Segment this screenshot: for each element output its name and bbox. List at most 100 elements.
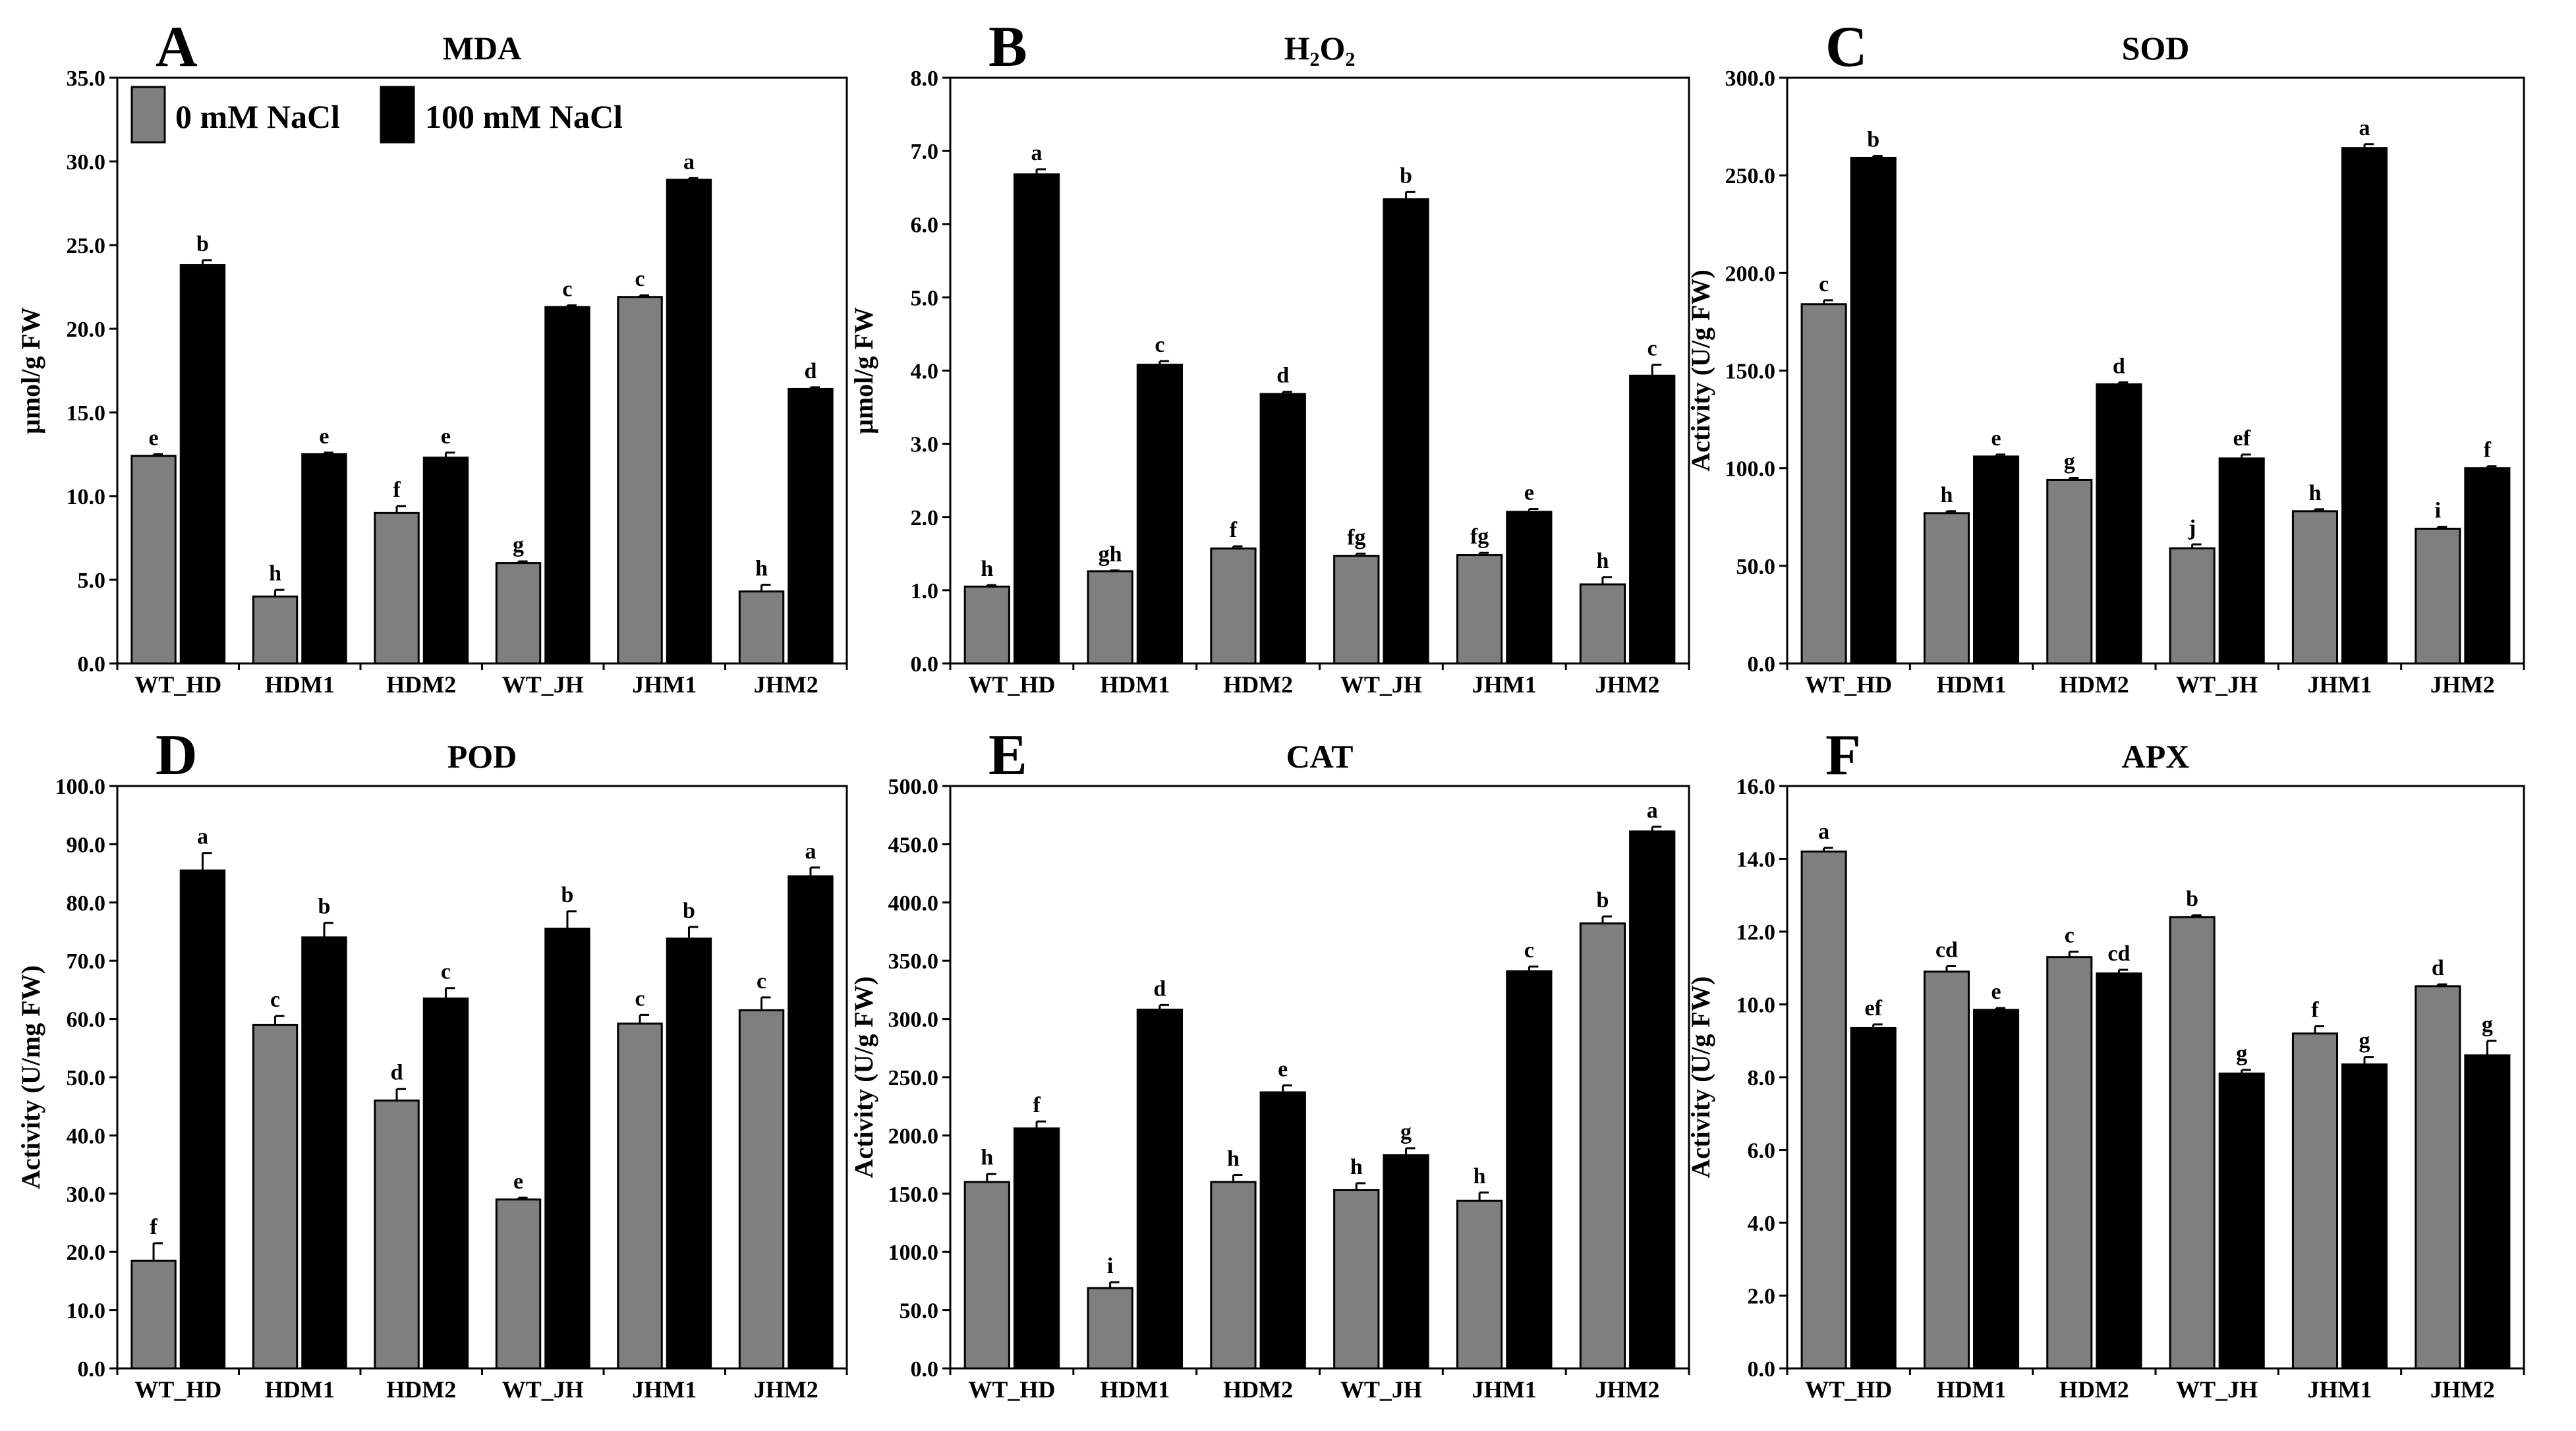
bar [2218,457,2265,665]
significance-label: c [1155,333,1164,357]
bar [130,1259,177,1370]
y-tick-label: 4.0 [1748,1212,1776,1236]
y-tick-label: 500.0 [888,775,939,799]
bar [787,875,834,1370]
panel-letter: F [1825,723,1861,787]
x-tick-label: HDM2 [2059,671,2129,698]
bar [374,511,420,665]
significance-label: e [1991,426,2001,451]
y-tick-label: 150.0 [1725,360,1776,384]
significance-label: h [269,561,281,586]
bar [1629,374,1676,665]
bar [2291,1032,2338,1370]
bar [1087,570,1133,665]
panel-letter: C [1825,15,1868,79]
panel-b: B H₂O₂ μmol/g FW 0.0 1.0 2.0 3.0 4.0 5.0 6.0 7.0 8.… [849,15,1690,698]
y-tick-label: 200.0 [1725,262,1776,286]
x-tick-label: JHM1 [2308,1376,2372,1403]
bar [1923,970,1970,1370]
significance-label: g [513,533,524,557]
bar [495,1198,542,1370]
bar [495,562,542,665]
significance-label: a [683,150,695,174]
bar [544,306,590,665]
bar [1800,303,1847,665]
x-tick-label: HDM1 [1100,671,1170,698]
significance-label: g [2359,1029,2370,1053]
y-axis-label: μmol/g FW [16,307,45,434]
significance-label: e [1278,1057,1288,1081]
y-tick-label: 90.0 [67,833,106,857]
plot-frame [1786,785,2525,1370]
panel-f: F APX Activity (U/g FW) 0.0 2.0 4.0 6.0 8.0 10.0… [1686,723,2525,1403]
bar [252,595,299,665]
significance-label: d [2113,354,2125,378]
significance-label: h [1227,1147,1240,1171]
bar [963,1181,1010,1370]
bar [2464,1054,2511,1370]
significance-label: ef [1864,996,1882,1021]
x-tick-label: HDM2 [1223,671,1293,698]
significance-label: c [1524,938,1534,963]
bar [179,264,226,665]
panel-letter: D [156,723,198,787]
y-tick-label: 30.0 [67,1183,106,1207]
bar [1259,393,1306,665]
y-tick-label: 20.0 [67,1241,106,1265]
bar [1456,554,1503,665]
bar [738,1009,785,1370]
significance-label: a [2359,116,2370,140]
bar [1087,1287,1133,1370]
panel-title: SOD [2122,30,2190,67]
y-tick-label: 50.0 [1736,555,1776,579]
significance-label: c [441,960,451,984]
y-tick-label: 100.0 [1725,457,1776,482]
x-tick-label: WT_HD [968,671,1055,698]
significance-label: g [2482,1013,2493,1037]
x-tick-label: WT_HD [968,1376,1055,1403]
bar [1333,555,1380,665]
plot-frame [1786,76,2525,665]
x-tick-label: WT_JH [1340,671,1422,698]
y-tick-label: 40.0 [67,1124,106,1148]
y-tick-label: 6.0 [1748,1139,1776,1164]
x-tick-label: WT_HD [134,671,221,698]
panel-title: H₂O₂ [1284,30,1356,67]
significance-label: b [1596,888,1609,912]
significance-label: h [1350,1155,1363,1179]
y-tick-label: 300.0 [888,1008,939,1032]
significance-label: ef [2233,426,2250,451]
significance-label: fg [1470,524,1489,549]
significance-label: gh [1099,542,1122,567]
bar [2464,467,2511,665]
x-tick-label: HDM2 [2059,1376,2129,1403]
y-tick-label: 400.0 [888,891,939,916]
bar [422,997,469,1370]
y-tick-label: 250.0 [888,1066,939,1090]
y-tick-label: 6.0 [911,213,939,237]
y-tick-label: 0.0 [1748,652,1776,677]
y-tick-label: 200.0 [888,1124,939,1148]
x-tick-label: JHM1 [2308,671,2372,698]
bar [617,1023,663,1370]
bar [1506,970,1553,1370]
x-tick-label: JHM2 [754,671,818,698]
panel-a: A MDA μmol/g FW 0.0 5.0 10.0 15.0 20.0 25.0 30.0 3… [16,15,848,698]
y-tick-label: 10.0 [1736,994,1776,1018]
significance-label: f [150,1215,157,1239]
bar [2046,478,2093,665]
bar [963,585,1010,665]
significance-label: f [1230,518,1238,542]
x-tick-label: JHM1 [1472,1376,1537,1403]
bar [1383,198,1429,665]
y-tick-label: 5.0 [911,286,939,310]
x-tick-label: WT_HD [134,1376,221,1403]
plot-frame [116,785,848,1370]
y-tick-label: 150.0 [888,1183,939,1207]
y-tick-label: 8.0 [911,67,939,91]
bar [666,179,712,665]
y-tick-label: 25.0 [67,234,106,258]
significance-label: f [2484,438,2492,463]
significance-label: i [1107,1254,1113,1278]
panel-title: APX [2122,738,2190,775]
